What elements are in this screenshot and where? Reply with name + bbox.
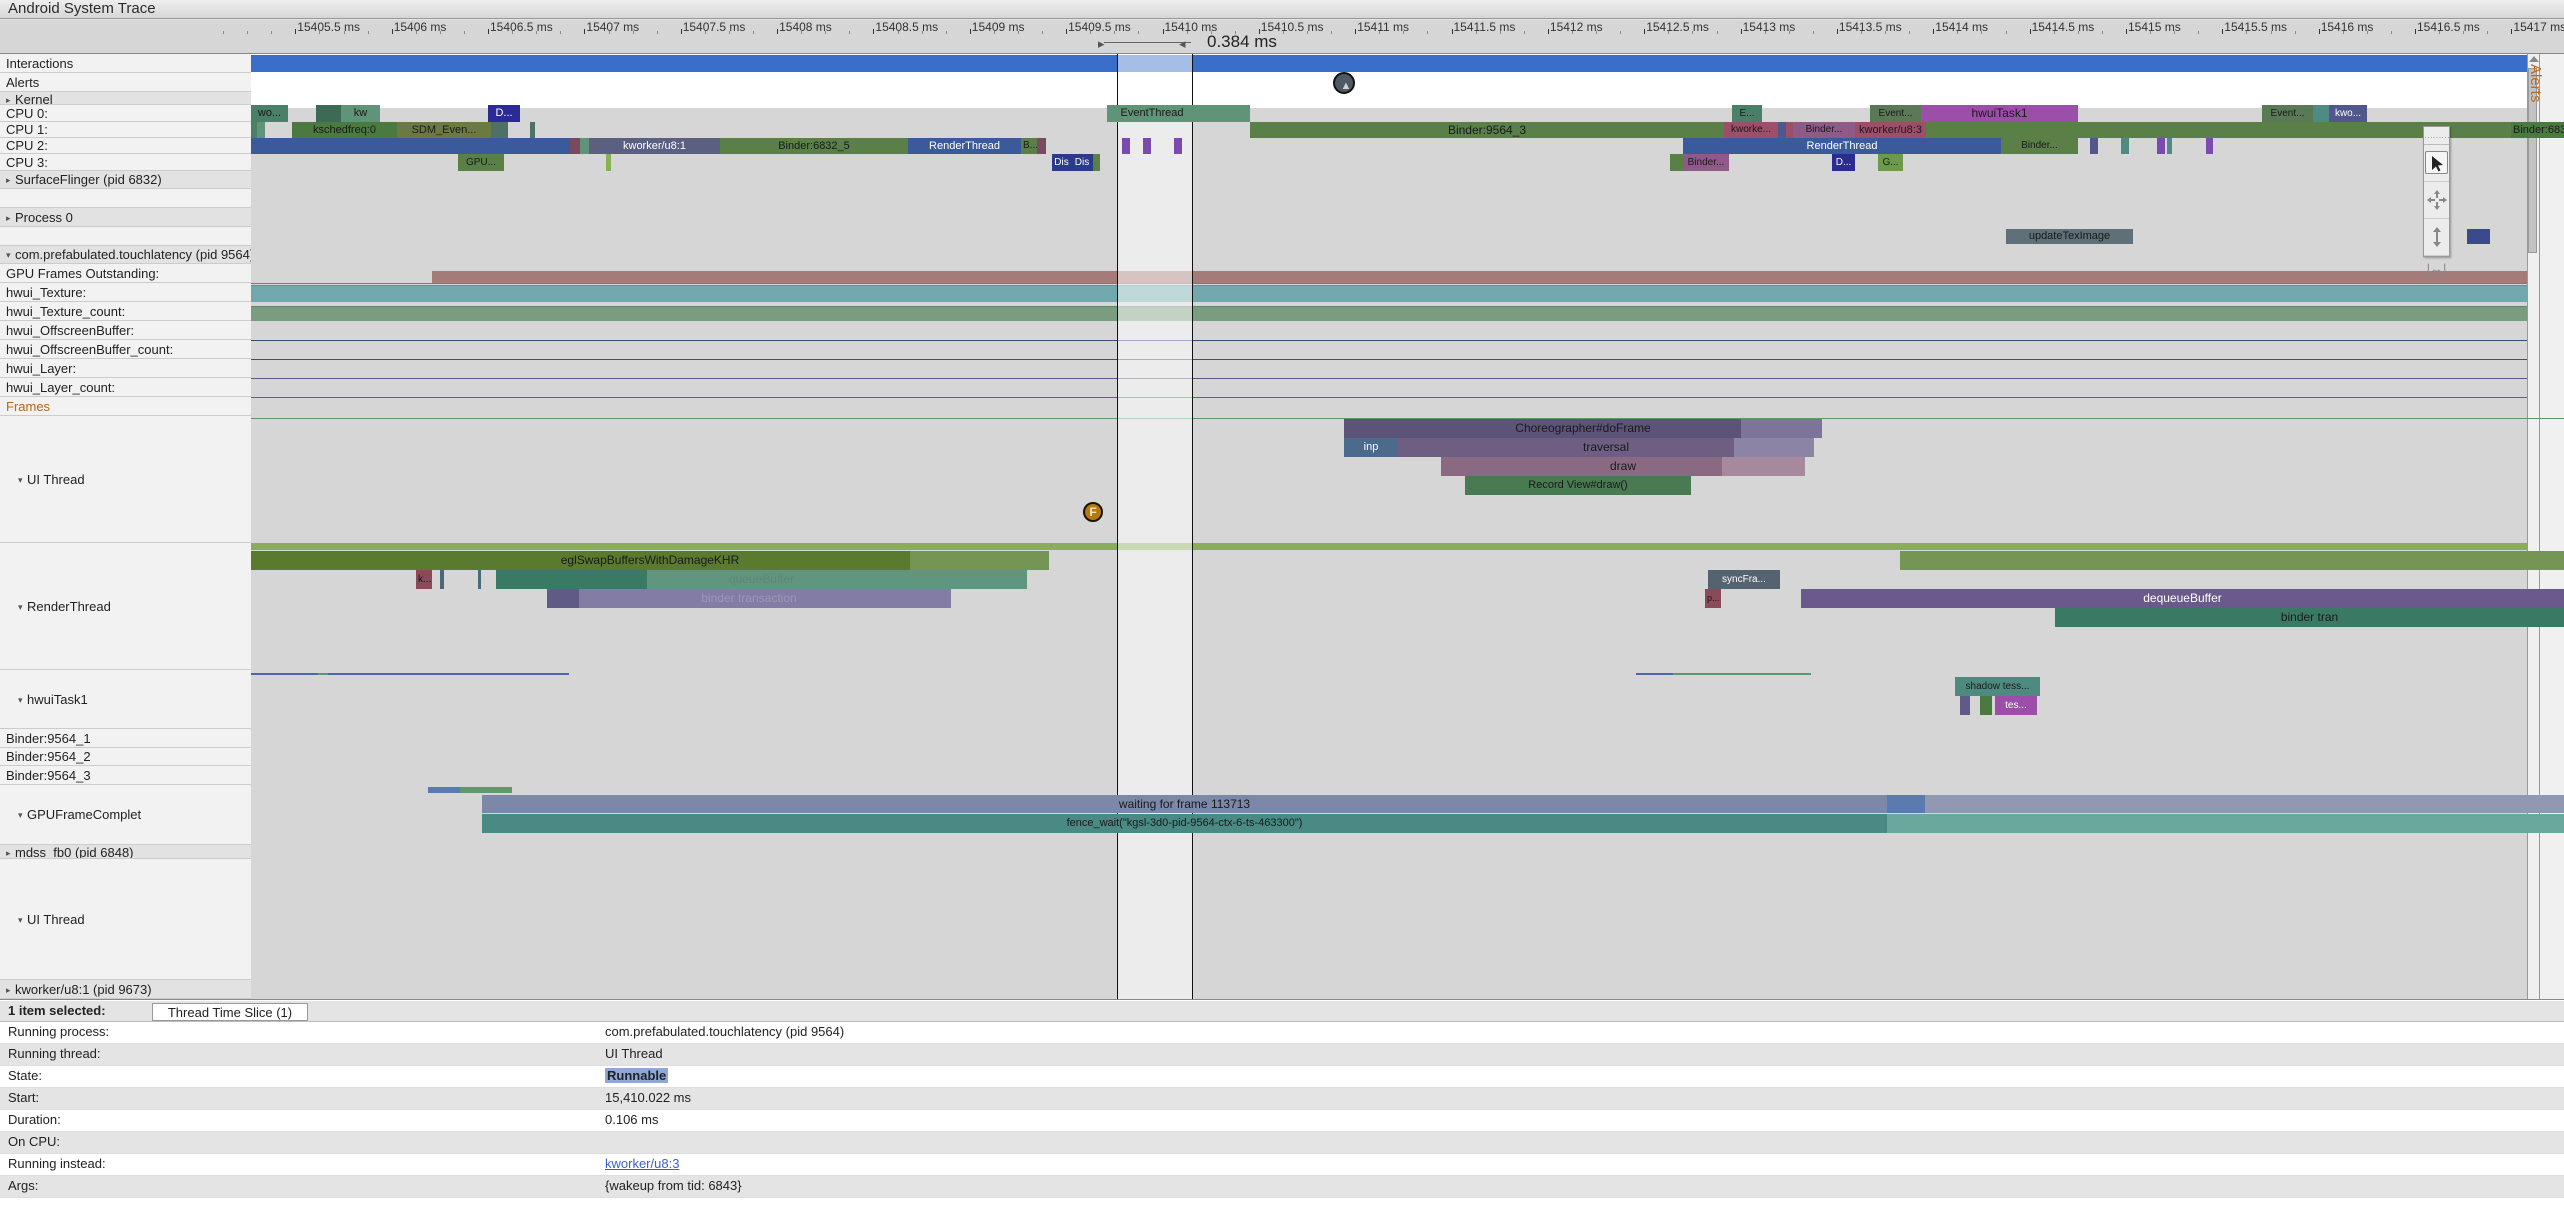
svg-text:▲: ▲ [1341,80,1352,92]
